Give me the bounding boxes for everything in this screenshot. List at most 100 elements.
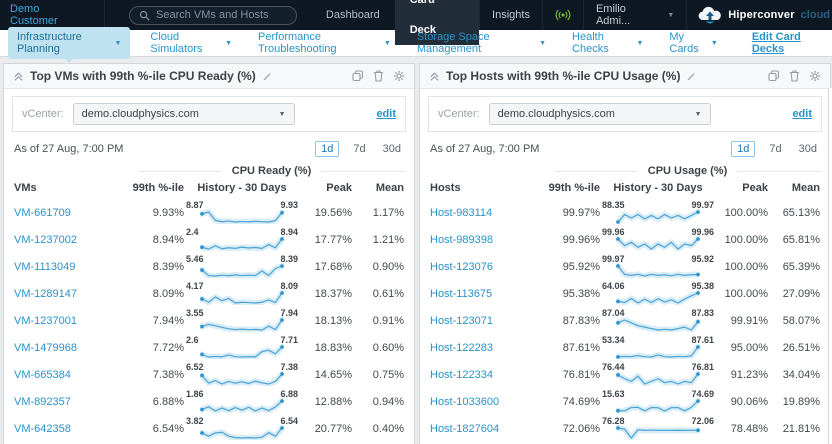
duplicate-card-icon[interactable]: [768, 70, 780, 82]
edit-title-icon[interactable]: [262, 71, 272, 81]
range-30d[interactable]: 30d: [382, 143, 401, 155]
nav-dashboard[interactable]: Dashboard: [325, 9, 380, 21]
deck-health-checks[interactable]: Health Checks ▼: [572, 31, 644, 55]
column-entity: Hosts: [430, 182, 461, 194]
spark-start-label: 76.28: [602, 416, 625, 426]
chevron-down-icon: ▼: [636, 39, 644, 47]
mean-value: 1.21%: [372, 233, 404, 246]
peak-value: 20.77%: [314, 422, 352, 435]
entity-link[interactable]: Host-122283: [430, 341, 493, 354]
divider: [582, 0, 584, 30]
insights-link[interactable]: Insights: [492, 9, 530, 21]
peak-value: 18.83%: [314, 341, 352, 354]
range-7d[interactable]: 7d: [769, 143, 782, 155]
search-placeholder: Search VMs and Hosts: [156, 9, 269, 21]
deck-cloud-simulators[interactable]: Cloud Simulators ▼: [150, 31, 233, 55]
peak-value: 19.56%: [314, 206, 352, 219]
peak-value: 100.00%: [724, 206, 768, 219]
entity-link[interactable]: VM-1479968: [14, 341, 77, 354]
column-99th-percentile: 99th %-ile: [132, 182, 184, 194]
peak-value: 18.37%: [314, 287, 352, 300]
history-sparkline: 3.82 6.54: [184, 416, 300, 441]
peak-value: 100.00%: [724, 233, 768, 246]
range-1d[interactable]: 1d: [315, 141, 340, 157]
table-header: Hosts 99th %-ile History - 30 Days Peak …: [420, 177, 830, 199]
nav-card-deck[interactable]: Card Deck: [394, 0, 480, 45]
collapse-card-icon[interactable]: [13, 71, 24, 82]
peak-value: 12.88%: [314, 395, 352, 408]
history-sparkline: 15.63 74.69: [600, 389, 716, 414]
entity-link[interactable]: VM-665384: [14, 368, 71, 381]
history-sparkline: 76.28 72.06: [600, 416, 716, 441]
edit-card-decks-link[interactable]: Edit Card Decks: [751, 31, 801, 55]
history-sparkline: 64.06 95.38: [600, 281, 716, 306]
entity-link[interactable]: Host-983114: [430, 206, 493, 219]
duplicate-card-icon[interactable]: [352, 70, 364, 82]
entity-link[interactable]: Host-1033600: [430, 395, 500, 408]
range-7d[interactable]: 7d: [353, 143, 366, 155]
deck-infrastructure-planning[interactable]: Infrastructure Planning ▼: [8, 27, 131, 63]
mean-value: 0.61%: [372, 287, 404, 300]
edit-link[interactable]: edit: [376, 108, 396, 120]
customer-link[interactable]: Demo Customer: [10, 3, 58, 27]
range-30d[interactable]: 30d: [798, 143, 817, 155]
entity-link[interactable]: VM-642358: [14, 422, 71, 435]
as-of-label: As of 27 Aug, 7:00 PM: [430, 143, 540, 155]
entity-link[interactable]: Host-989398: [430, 233, 493, 246]
brand-logo[interactable]: Hiperconver cloud: [687, 6, 832, 24]
card: Top VMs with 99th %-ile CPU Ready (%): [3, 63, 415, 444]
deck-storage-space-management[interactable]: Storage Space Management ▼: [416, 31, 547, 55]
peak-value: 100.00%: [724, 260, 768, 273]
divider: [686, 0, 688, 30]
connectivity-icon[interactable]: [543, 9, 583, 21]
spark-start-label: 87.04: [602, 308, 625, 318]
p99-value: 95.92%: [562, 260, 600, 273]
spark-end-label: 76.81: [691, 362, 714, 372]
edit-link[interactable]: edit: [792, 108, 812, 120]
p99-value: 6.88%: [152, 395, 184, 408]
spark-end-label: 6.88: [280, 389, 298, 399]
entity-link[interactable]: VM-1237002: [14, 233, 77, 246]
entity-link[interactable]: Host-123071: [430, 314, 493, 327]
history-sparkline: 88.35 99.97: [600, 200, 716, 225]
collapse-card-icon[interactable]: [429, 71, 440, 82]
spark-end-label: 7.94: [280, 308, 298, 318]
delete-card-icon[interactable]: [789, 70, 800, 82]
user-menu[interactable]: Emilio Admi... ▼: [595, 3, 675, 27]
entity-link[interactable]: VM-892357: [14, 395, 71, 408]
cloud-logo-icon: [698, 6, 722, 24]
spark-end-label: 87.83: [691, 308, 714, 318]
entity-link[interactable]: VM-1237001: [14, 314, 77, 327]
history-sparkline: 76.44 76.81: [600, 362, 716, 387]
entity-link[interactable]: VM-1289147: [14, 287, 77, 300]
table-header: VMs 99th %-ile History - 30 Days Peak Me…: [4, 177, 414, 199]
table-row: VM-1289147 8.09% 4.17 8.09 18.37% 0.61%: [4, 280, 414, 307]
vcenter-label: vCenter:: [438, 108, 480, 120]
my-cards-menu[interactable]: My Cards ▼: [669, 31, 718, 55]
entity-link[interactable]: Host-113675: [430, 287, 493, 300]
card-settings-icon[interactable]: [393, 70, 405, 82]
entity-link[interactable]: VM-661709: [14, 206, 71, 219]
delete-card-icon[interactable]: [373, 70, 384, 82]
mean-value: 0.94%: [372, 395, 404, 408]
entity-link[interactable]: VM-1113049: [14, 260, 76, 273]
card-settings-icon[interactable]: [809, 70, 821, 82]
search-input[interactable]: Search VMs and Hosts: [129, 5, 297, 25]
history-sparkline: 99.96 99.96: [600, 227, 716, 252]
vcenter-select[interactable]: demo.cloudphysics.com ▼: [488, 103, 711, 125]
deck-performance-troubleshooting[interactable]: Performance Troubleshooting ▼: [258, 31, 391, 55]
range-1d[interactable]: 1d: [731, 141, 756, 157]
history-sparkline: 2.4 8.94: [184, 227, 300, 252]
entity-link[interactable]: Host-122334: [430, 368, 493, 381]
edit-title-icon[interactable]: [686, 71, 696, 81]
mean-value: 26.51%: [782, 341, 820, 354]
entity-link[interactable]: Host-1827604: [430, 422, 500, 435]
table-row: Host-122334 76.81% 76.44 76.81 91.23% 34…: [420, 361, 830, 388]
entity-link[interactable]: Host-123076: [430, 260, 493, 273]
history-sparkline: 87.04 87.83: [600, 308, 716, 333]
spark-end-label: 8.09: [280, 281, 298, 291]
p99-value: 95.38%: [562, 287, 600, 300]
metric-group-header: CPU Usage (%): [647, 165, 728, 177]
vcenter-select[interactable]: demo.cloudphysics.com ▼: [72, 103, 295, 125]
vcenter-value: demo.cloudphysics.com: [81, 108, 199, 120]
